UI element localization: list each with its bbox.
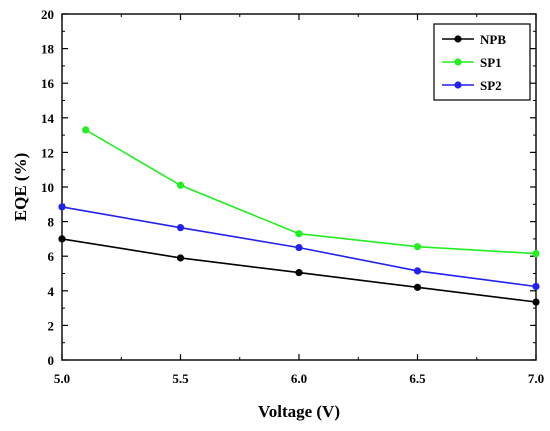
data-point-sp1 [82,126,90,134]
series-npb [58,235,540,306]
y-tick-label: 12 [41,145,54,160]
series-sp1 [82,126,540,258]
series-sp2 [58,203,540,291]
data-point-sp2 [295,243,303,252]
y-tick-label: 20 [41,7,54,22]
y-tick-label: 4 [48,284,55,299]
legend-entry-sp1: SP1 [442,55,502,70]
y-tick-label: 16 [41,76,55,91]
data-point-npb [413,283,422,291]
data-point-npb [176,254,185,262]
data-point-sp1 [176,181,185,189]
data-point-sp1 [413,243,422,251]
legend-entry-npb: NPB [442,32,506,47]
y-tick-label: 18 [41,42,55,57]
data-point-sp2 [413,267,422,275]
y-tick-label: 0 [48,353,55,368]
data-point-sp2 [58,203,66,211]
legend-swatch-marker [454,58,462,66]
data-point-npb [295,269,303,277]
data-point-sp1 [532,250,540,258]
data-point-sp2 [176,224,185,232]
y-tick-label: 6 [48,249,55,264]
legend-label: SP1 [480,55,502,70]
legend-swatch-marker [454,35,462,43]
data-point-sp1 [295,230,303,238]
data-point-sp2 [532,282,540,291]
series-line-sp1 [85,129,537,255]
data-point-npb [532,298,540,306]
y-tick-label: 8 [48,215,55,230]
legend-entry-sp2: SP2 [442,78,502,93]
x-tick-label: 5.5 [172,371,189,386]
x-axis-title: Voltage (V) [258,402,340,421]
legend-label: NPB [480,32,506,47]
data-point-npb [58,235,66,243]
y-axis-title: EQE (%) [11,153,30,221]
x-tick-label: 5.0 [54,371,70,386]
x-tick-label: 6.5 [409,371,426,386]
legend-label: SP2 [480,78,502,93]
legend-swatch-marker [454,81,462,89]
y-tick-label: 14 [41,111,55,126]
y-tick-label: 10 [41,180,54,195]
x-tick-label: 7.0 [528,371,544,386]
y-tick-label: 2 [48,318,55,333]
x-tick-label: 6.0 [291,371,307,386]
